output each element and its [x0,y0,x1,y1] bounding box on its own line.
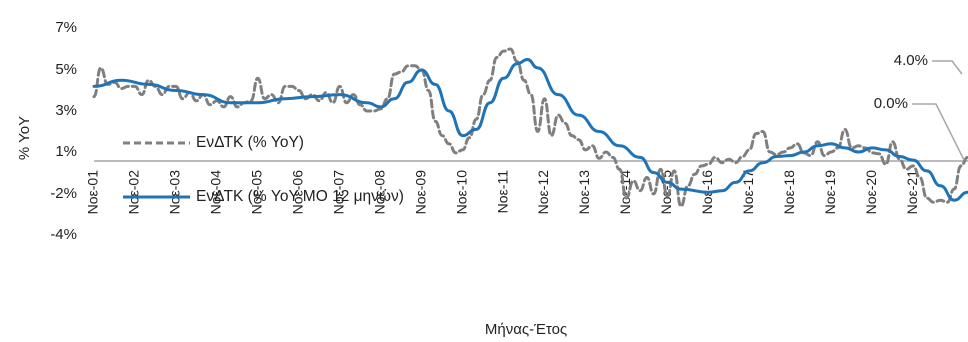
y-tick-label: 5% [55,61,77,78]
y-axis-title: % YoY [16,116,33,160]
x-tick-label: Noε-20 [863,170,879,215]
y-tick-label: 7% [55,19,77,36]
x-tick-label: Noε-13 [576,170,592,215]
y-tick-label: -2% [50,185,77,202]
x-tick-label: Noε-12 [535,170,551,215]
x-tick-label: Noε-17 [740,170,756,215]
x-tick-label: Noε-11 [494,170,510,214]
x-tick-label: Noε-21 [904,170,920,215]
y-tick-label: 1% [55,143,77,160]
y-tick-label: 3% [55,102,77,119]
legend-label-yoy: ΕνΔΤΚ (% YoY) [196,134,304,151]
x-tick-label: Noε-02 [126,170,142,215]
annotation-4pct-label: 4.0% [894,52,928,69]
annotation-0pct-leader [912,103,965,161]
x-tick-label: Noε-09 [412,170,428,215]
x-tick-label: Noε-19 [822,170,838,215]
x-tick-label: Noε-01 [85,170,101,215]
x-tick-label: Noε-05 [249,170,265,215]
x-tick-label: Noε-04 [208,170,224,215]
y-tick-label: -4% [50,226,77,243]
x-axis-title: Μήνας-Έτος [485,321,567,338]
annotation-4pct-leader [932,60,963,75]
x-tick-label: Noε-07 [330,170,346,215]
legend-label-ma12: ΕνΔΤΚ (% YoY MO 12 μηνών) [196,188,404,205]
x-tick-label: Noε-06 [289,170,305,215]
x-tick-label: Noε-08 [371,170,387,215]
x-tick-label: Noε-18 [781,170,797,215]
ma12-series-line [92,58,968,202]
annotation-0pct-label: 0.0% [874,95,908,112]
x-tick-label: Noε-10 [453,170,469,215]
x-tick-label: Noε-03 [167,170,183,215]
